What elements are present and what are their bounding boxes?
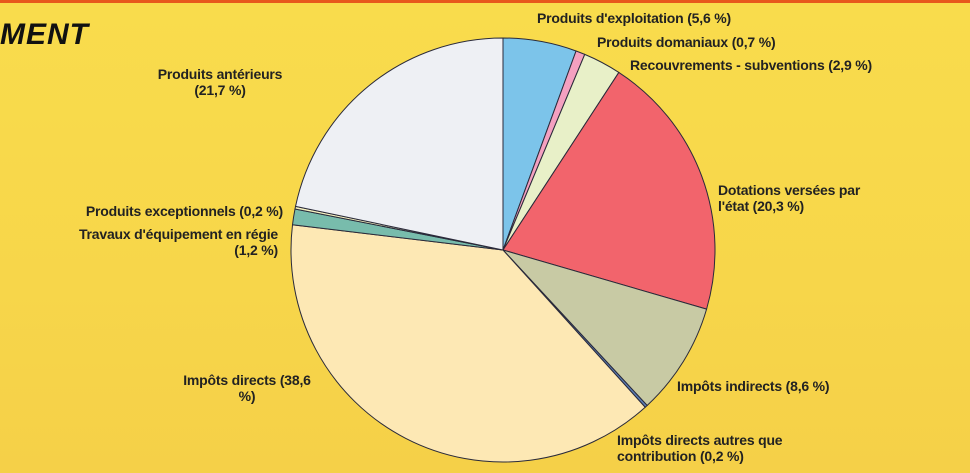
category-label: Recouvrements - subventions bbox=[630, 57, 825, 73]
pie-slice bbox=[502, 71, 716, 310]
slice-label: Impôts directs (38,6 %) bbox=[182, 372, 312, 404]
value-label: (38,6 %) bbox=[238, 372, 311, 404]
value-label: (20,3 %) bbox=[752, 198, 805, 214]
slice-label: Produits exceptionnels (0,2 %) bbox=[3, 203, 283, 219]
slice-label: Produits d'exploitation (5,6 %) bbox=[537, 10, 837, 26]
category-label: Dotations versées par l'état bbox=[718, 182, 861, 214]
category-label: Produits antérieurs bbox=[157, 66, 283, 82]
chart-title: MENT bbox=[0, 18, 89, 51]
category-label: Impôts directs autres que contribution bbox=[617, 432, 783, 464]
value-label: (0,7 %) bbox=[731, 34, 776, 50]
value-label: (2,9 %) bbox=[828, 57, 872, 73]
value-label: (1,2 %) bbox=[234, 242, 278, 258]
pie-slice bbox=[290, 224, 646, 463]
slice-label: Dotations versées par l'état (20,3 %) bbox=[718, 182, 868, 214]
slice-label: Recouvrements - subventions (2,9 %) bbox=[630, 57, 960, 73]
value-label: (0,2 %) bbox=[239, 203, 283, 219]
value-label: (21,7 %) bbox=[194, 82, 246, 98]
pie-slice bbox=[501, 249, 708, 407]
slice-label: Produits antérieurs (21,7 %) bbox=[150, 66, 290, 98]
slice-label: Impôts indirects (8,6 %) bbox=[677, 378, 927, 394]
value-label: (0,2 %) bbox=[699, 448, 744, 464]
category-label: Produits exceptionnels bbox=[85, 203, 236, 219]
category-label: Travaux d'équipement en régie bbox=[78, 226, 278, 242]
top-bar bbox=[0, 0, 970, 3]
category-label: Produits d'exploitation bbox=[537, 10, 684, 26]
value-label: (8,6 %) bbox=[785, 378, 830, 394]
category-label: Produits domaniaux bbox=[597, 34, 728, 50]
value-label: (5,6 %) bbox=[687, 10, 731, 26]
slice-label: Impôts directs autres que contribution (… bbox=[617, 432, 807, 464]
slice-label: Produits domaniaux (0,7 %) bbox=[597, 34, 897, 50]
slice-label: Travaux d'équipement en régie (1,2 %) bbox=[78, 226, 278, 258]
category-label: Impôts indirects bbox=[677, 378, 782, 394]
category-label: Impôts directs bbox=[183, 372, 277, 388]
pie-slice bbox=[294, 37, 504, 251]
